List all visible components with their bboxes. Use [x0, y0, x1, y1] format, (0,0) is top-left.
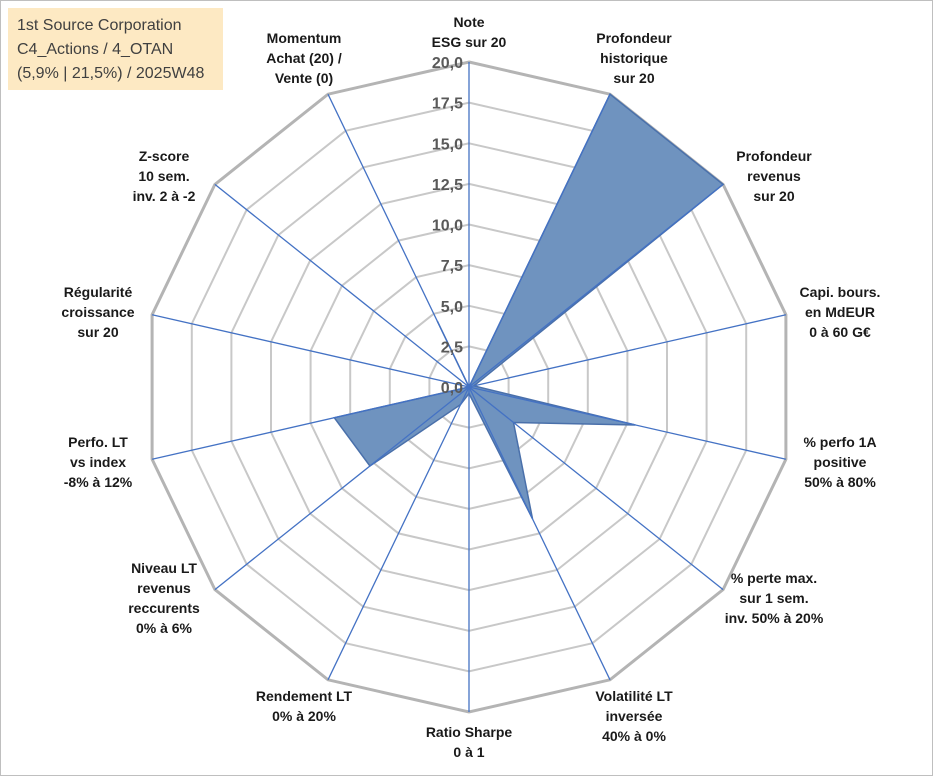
tick-label-2: 5,0	[441, 299, 463, 316]
info-box: 1st Source Corporation C4_Actions / 4_OT…	[8, 8, 223, 90]
radar-tick-labels: 0,0 2,5 5,0 7,5 10,0 12,5 15,0 17,5 20,0	[432, 55, 463, 397]
tick-label-1: 2,5	[441, 339, 463, 356]
axis-spoke-8	[327, 386, 470, 681]
radar-axes	[151, 62, 787, 712]
axis-spoke-12	[214, 183, 470, 388]
axis-label-0: Note ESG sur 20	[431, 14, 507, 50]
axis-label-12: Z-score 10 sem. inv. 2 à -2	[132, 148, 196, 204]
axis-label-3: Capi. bours. en MdEUR 0 à 60 G€	[799, 284, 881, 340]
axis-spoke-9	[214, 386, 470, 591]
tick-label-0: 0,0	[441, 380, 463, 397]
tick-label-5: 12,5	[432, 177, 463, 194]
tick-label-7: 17,5	[432, 96, 463, 113]
axis-label-4: % perfo 1A positive 50% à 80%	[803, 434, 877, 490]
axis-label-13: Momentum Achat (20) / Vente (0)	[266, 30, 342, 86]
stats-and-week: (5,9% | 21,5%) / 2025W48	[17, 65, 205, 82]
tick-label-3: 7,5	[441, 258, 463, 275]
tick-label-4: 10,0	[432, 218, 463, 235]
axis-label-9: Niveau LT revenus reccurents 0% à 6%	[128, 560, 200, 636]
axis-spoke-4	[468, 386, 787, 460]
axis-spoke-3	[468, 314, 787, 388]
axis-label-7: Ratio Sharpe 0 à 1	[425, 724, 513, 760]
axis-spoke-5	[468, 386, 724, 591]
axis-label-11: Régularité croissance sur 20	[61, 284, 135, 340]
axis-spoke-6	[468, 386, 611, 681]
axis-label-6: Volatilité LT inversée 40% à 0%	[595, 688, 673, 744]
axis-label-8: Rendement LT 0% à 20%	[255, 688, 353, 724]
axis-spoke-2	[468, 183, 724, 388]
axis-label-1: Profondeur historique sur 20	[596, 30, 672, 86]
axis-spoke-1	[468, 93, 611, 388]
axis-spoke-11	[151, 314, 470, 388]
axis-label-5: % perte max. sur 1 sem. inv. 50% à 20%	[724, 570, 824, 626]
tick-label-8: 20,0	[432, 55, 463, 72]
axis-spoke-13	[327, 93, 470, 388]
portfolio-category: C4_Actions / 4_OTAN	[17, 41, 174, 58]
company-name: 1st Source Corporation	[17, 17, 182, 34]
axis-label-10: Perfo. LT vs index -8% à 12%	[63, 434, 133, 490]
axis-spoke-10	[151, 386, 470, 460]
axis-label-2: Profondeur revenus sur 20	[736, 148, 812, 204]
tick-label-6: 15,0	[432, 136, 463, 153]
